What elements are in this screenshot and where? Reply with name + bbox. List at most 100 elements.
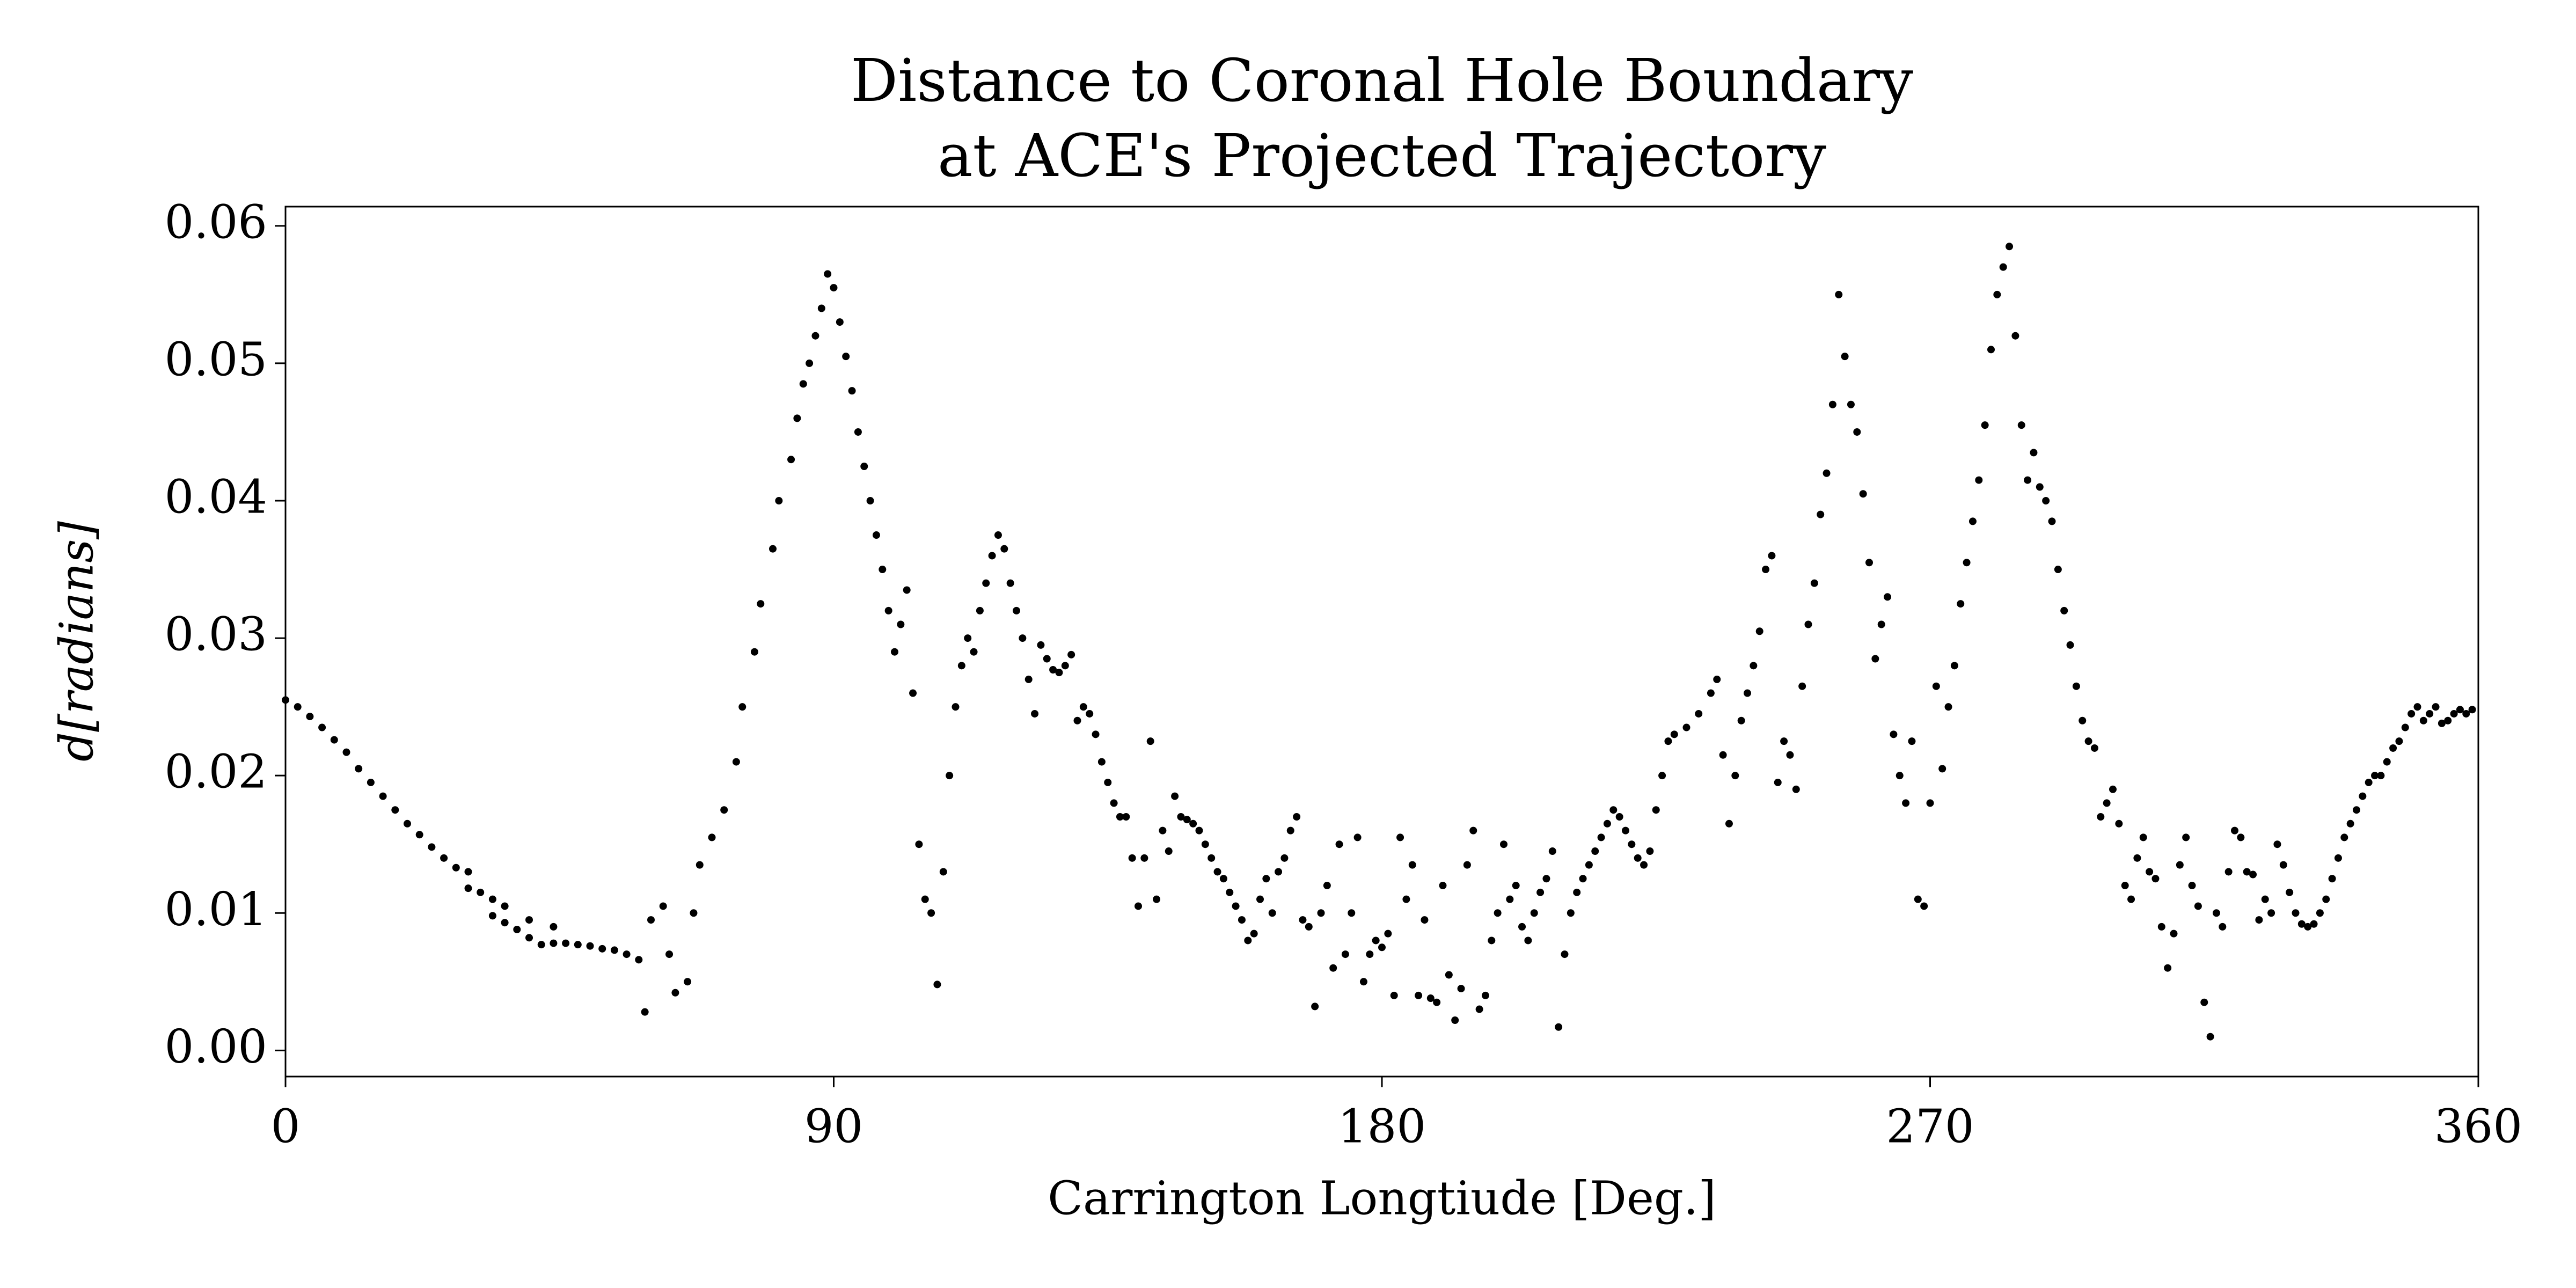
point [2042,497,2050,505]
point [610,946,618,954]
point [2121,882,2129,890]
point [1871,655,1879,663]
point [1159,826,1167,835]
point [379,792,387,800]
point [1055,669,1063,677]
point [1658,772,1666,780]
point [440,854,448,862]
point [921,895,929,903]
point [1311,1002,1319,1011]
point [635,956,643,964]
point [665,950,674,958]
point [1914,895,1922,903]
point [1165,847,1173,855]
point [2444,716,2452,724]
point [1195,826,1203,835]
point [1153,895,1161,903]
point [415,831,423,839]
point [1938,765,1946,773]
point [2054,566,2062,574]
point [2273,840,2281,848]
point [976,606,984,614]
point [708,833,716,841]
point [2212,909,2220,917]
point [806,359,814,367]
point [775,497,783,505]
point [1987,346,1995,354]
point [909,689,917,697]
point [1116,813,1124,821]
point [1768,552,1776,560]
point [757,600,765,608]
x-axis-label: Carrington Longtiude [Deg.] [1048,1172,1716,1226]
point [1567,909,1575,917]
point [817,304,825,312]
point [1908,737,1916,745]
point [2066,641,2074,649]
point [1682,723,1690,731]
point [1646,847,1654,855]
point [1853,428,1861,436]
point [891,648,898,656]
point [952,703,960,711]
point [1798,682,1806,690]
point [1810,579,1818,587]
point [1049,665,1057,674]
point [1555,1023,1563,1031]
point [1359,978,1367,986]
point [1500,840,1507,848]
point [1737,716,1745,724]
point [2146,868,2154,876]
point [2017,421,2025,429]
point [525,934,533,942]
point [1086,709,1094,718]
point [1755,627,1763,635]
point [2188,882,2196,890]
point [2340,833,2348,841]
point [2157,923,2165,931]
point [2164,964,2172,972]
point [1128,854,1136,862]
point [915,840,923,848]
point [1135,902,1142,910]
point [598,945,606,953]
point [2151,875,2160,883]
point [2103,799,2111,807]
point [2170,930,2178,938]
point [1384,930,1392,938]
x-tick-label: 180 [1338,1100,1426,1154]
point [884,606,892,614]
point [811,332,819,340]
point [1256,895,1264,903]
point [1542,875,1550,883]
point [2419,716,2427,724]
point [1183,816,1191,824]
point [1244,936,1252,945]
point [1774,778,1782,786]
point [1451,1016,1459,1024]
point [2030,449,2038,457]
x-tick-label: 0 [271,1100,301,1154]
point [477,888,485,896]
point [2292,909,2300,917]
point [1061,662,1069,670]
point [488,912,496,920]
point [1530,909,1538,917]
point [690,909,698,917]
point [1725,819,1733,828]
point [1031,709,1039,718]
point [1110,799,1118,807]
point [1201,840,1209,848]
point [501,919,509,927]
point [1457,985,1465,993]
y-axis-label: d[radians] [50,521,104,762]
point [367,778,375,786]
point [2310,920,2318,928]
point [1353,833,1362,841]
point [1993,290,2001,298]
point [2024,476,2032,484]
point [2395,737,2403,745]
point [428,843,436,851]
point [1847,400,1855,408]
